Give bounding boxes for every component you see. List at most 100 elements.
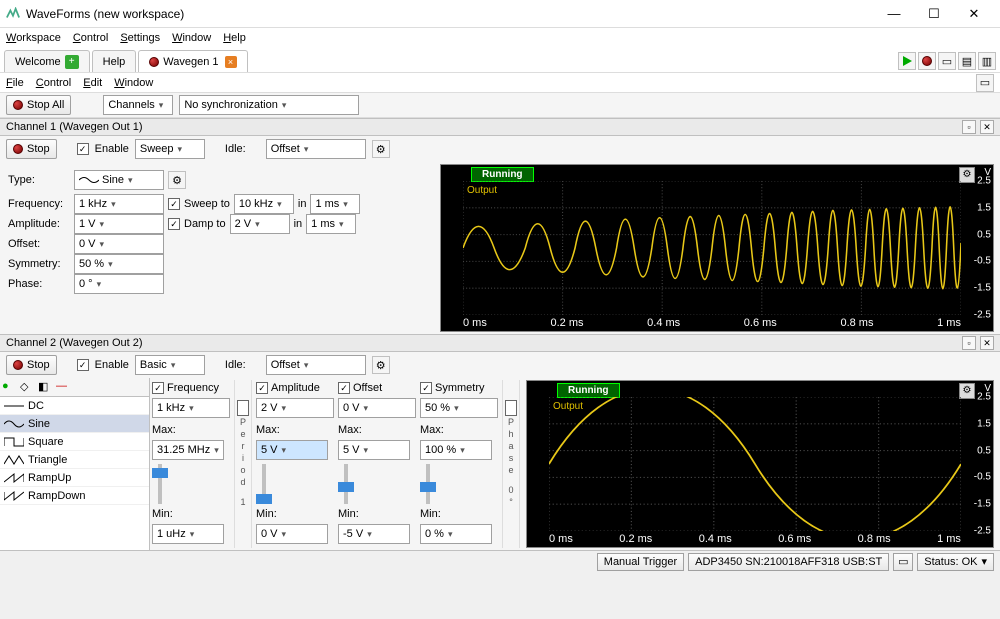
submenu-edit[interactable]: Edit: [83, 77, 102, 89]
layout-button-3[interactable]: ▥: [978, 52, 996, 70]
menu-help[interactable]: Help: [223, 32, 246, 44]
tool-icon-1[interactable]: ●: [2, 380, 18, 396]
record-button[interactable]: [918, 52, 936, 70]
status-button[interactable]: Status: OK▾: [917, 553, 994, 571]
col-min-select[interactable]: 0 V: [256, 524, 328, 544]
panel-undock-button[interactable]: ▫: [962, 120, 976, 134]
wavelist-item-rampup[interactable]: RampUp: [0, 469, 149, 487]
col-slider[interactable]: [262, 464, 266, 504]
col-max-select[interactable]: 5 V: [256, 440, 328, 460]
col-checkbox[interactable]: ✓: [338, 382, 350, 394]
col-max-select[interactable]: 31.25 MHz: [152, 440, 224, 460]
app-logo-icon: [6, 7, 20, 21]
submenu-control[interactable]: Control: [36, 77, 71, 89]
col-min-select[interactable]: -5 V: [338, 524, 410, 544]
submenu-window[interactable]: Window: [114, 77, 153, 89]
phase-checkbox[interactable]: [505, 400, 517, 416]
menu-window[interactable]: Window: [172, 32, 211, 44]
layout-button-1[interactable]: ▭: [938, 52, 956, 70]
sync-select[interactable]: No synchronization: [179, 95, 359, 115]
ch1-type-gear[interactable]: ⚙: [168, 171, 186, 189]
panel-close-button[interactable]: ✕: [980, 120, 994, 134]
slider-thumb[interactable]: [338, 482, 354, 492]
channels-select[interactable]: Channels: [103, 95, 173, 115]
param-extra-select[interactable]: 10 kHz: [234, 194, 294, 214]
ch2-scope: Running ⚙ V Output 0 ms0.2 ms0.4 ms0.6 m…: [526, 380, 994, 548]
tab-help[interactable]: Help: [92, 50, 137, 72]
slider-thumb[interactable]: [256, 494, 272, 504]
menu-settings[interactable]: Settings: [120, 32, 160, 44]
wavelist-item-dc[interactable]: DC: [0, 397, 149, 415]
col-min-select[interactable]: 1 uHz: [152, 524, 224, 544]
ch1-enable-checkbox[interactable]: ✓: [77, 143, 89, 155]
layout-button[interactable]: ▭: [976, 74, 994, 92]
menu-control[interactable]: Control: [73, 32, 108, 44]
minimize-button[interactable]: —: [874, 0, 914, 27]
scope-x-axis: 0 ms0.2 ms0.4 ms0.6 ms0.8 ms1 ms: [549, 533, 961, 547]
param-select[interactable]: 0 °: [74, 274, 164, 294]
maximize-button[interactable]: ☐: [914, 0, 954, 27]
panel-close-button[interactable]: ✕: [980, 336, 994, 350]
wavelist-item-sine[interactable]: Sine: [0, 415, 149, 433]
ch1-gear-button[interactable]: ⚙: [372, 140, 390, 158]
ch2-mode-select[interactable]: Basic: [135, 355, 205, 375]
param-extra-checkbox[interactable]: ✓: [168, 198, 180, 210]
slider-thumb[interactable]: [152, 468, 168, 478]
ch2-gear-button[interactable]: ⚙: [372, 356, 390, 374]
device-info[interactable]: ADP3450 SN:210018AFF318 USB:ST: [688, 553, 889, 571]
col-max-select[interactable]: 5 V: [338, 440, 410, 460]
param-select[interactable]: 50 %: [74, 254, 164, 274]
ch2-stop-button[interactable]: Stop: [6, 355, 57, 375]
col-value-select[interactable]: 50 %: [420, 398, 498, 418]
period-checkbox[interactable]: [237, 400, 249, 416]
menu-workspace[interactable]: Workspace: [6, 32, 61, 44]
select-label: Channels: [108, 99, 154, 111]
tool-icon-2[interactable]: ◇: [20, 380, 36, 396]
wavelist-item-triangle[interactable]: Triangle: [0, 451, 149, 469]
param-select[interactable]: 1 V: [74, 214, 164, 234]
param-extra-checkbox[interactable]: ✓: [168, 218, 180, 230]
layout-button-2[interactable]: ▤: [958, 52, 976, 70]
slider-thumb[interactable]: [420, 482, 436, 492]
ch2-idle-select[interactable]: Offset: [266, 355, 366, 375]
col-value-select[interactable]: 1 kHz: [152, 398, 230, 418]
param-select[interactable]: 0 V: [74, 234, 164, 254]
phase-col: Phase0°: [502, 380, 520, 548]
param-extra-select[interactable]: 2 V: [230, 214, 290, 234]
wavelist-item-rampdown[interactable]: RampDown: [0, 487, 149, 505]
param-in-select[interactable]: 1 ms: [306, 214, 356, 234]
run-button[interactable]: [898, 52, 916, 70]
ch1-type-select[interactable]: Sine: [74, 170, 164, 190]
tab-welcome[interactable]: Welcome +: [4, 50, 90, 72]
stop-all-button[interactable]: Stop All: [6, 95, 71, 115]
tool-icon-4[interactable]: —: [56, 380, 72, 396]
menubar: Workspace Control Settings Window Help: [0, 28, 1000, 48]
stop-icon: [13, 360, 23, 370]
col-checkbox[interactable]: ✓: [256, 382, 268, 394]
tool-icon-3[interactable]: ◧: [38, 380, 54, 396]
param-select[interactable]: 1 kHz: [74, 194, 164, 214]
wavelist-item-square[interactable]: Square: [0, 433, 149, 451]
manual-trigger-button[interactable]: Manual Trigger: [597, 553, 684, 571]
col-min-select[interactable]: 0 %: [420, 524, 492, 544]
col-value-select[interactable]: 2 V: [256, 398, 334, 418]
tab-wavegen1[interactable]: Wavegen 1 ×: [138, 50, 247, 72]
ch2-enable-checkbox[interactable]: ✓: [77, 359, 89, 371]
tab-close-icon[interactable]: ×: [225, 56, 237, 68]
col-slider[interactable]: [426, 464, 430, 504]
panel-undock-button[interactable]: ▫: [962, 336, 976, 350]
ch1-stop-button[interactable]: Stop: [6, 139, 57, 159]
param-in-select[interactable]: 1 ms: [310, 194, 360, 214]
col-checkbox[interactable]: ✓: [152, 382, 164, 394]
col-value-select[interactable]: 0 V: [338, 398, 416, 418]
submenu-file[interactable]: File: [6, 77, 24, 89]
stop-icon: [13, 100, 23, 110]
close-button[interactable]: ✕: [954, 0, 994, 27]
ch1-idle-select[interactable]: Offset: [266, 139, 366, 159]
device-icon-button[interactable]: ▭: [893, 553, 913, 571]
col-slider[interactable]: [158, 464, 162, 504]
col-slider[interactable]: [344, 464, 348, 504]
ch1-mode-select[interactable]: Sweep: [135, 139, 205, 159]
col-checkbox[interactable]: ✓: [420, 382, 432, 394]
col-max-select[interactable]: 100 %: [420, 440, 492, 460]
